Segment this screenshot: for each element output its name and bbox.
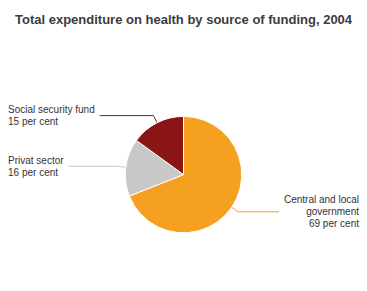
svg-text:Social security fund: Social security fund (8, 104, 95, 115)
svg-text:16 per cent: 16 per cent (8, 167, 58, 178)
svg-text:Central and local: Central and local (284, 194, 359, 205)
svg-text:government: government (306, 206, 359, 217)
svg-text:Privat sector: Privat sector (8, 155, 64, 166)
svg-text:Total expenditure on health by: Total expenditure on health by source of… (15, 12, 353, 27)
svg-text:15 per cent: 15 per cent (8, 116, 58, 127)
svg-text:69 per cent: 69 per cent (309, 218, 359, 229)
